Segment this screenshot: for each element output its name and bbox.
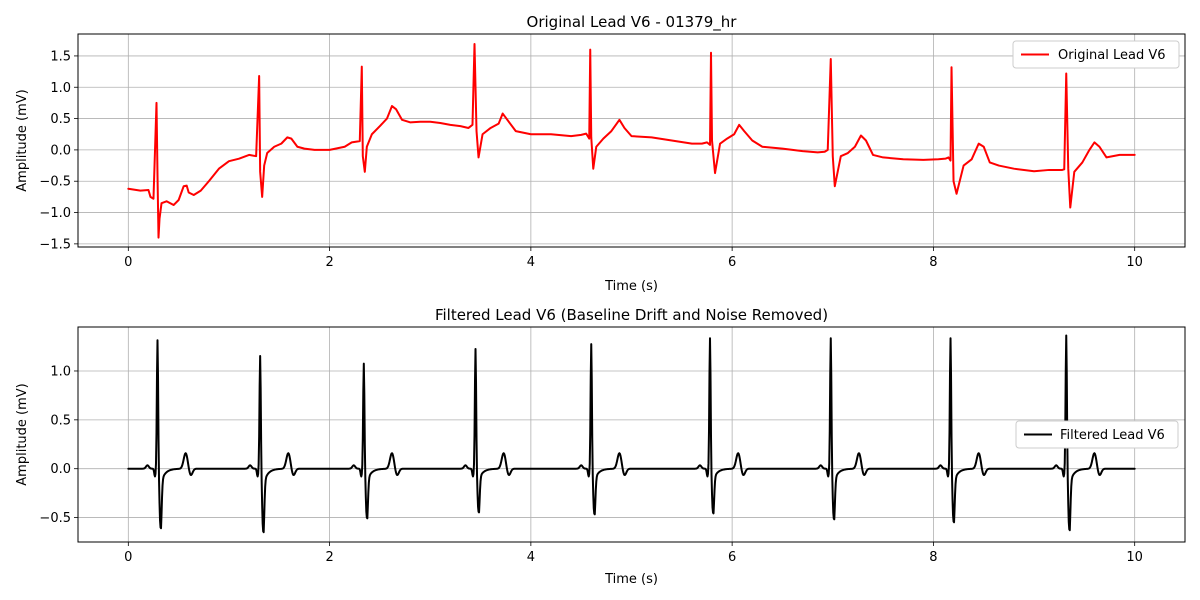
y-tick-label: −1.5 bbox=[39, 237, 71, 252]
original-chart-ticks: 0 2 4 6 8 10 −1.5 −1.0 −0.5 0.0 0.5 1.0 1.5 bbox=[39, 49, 1143, 270]
original-lead-v6-line bbox=[127, 43, 1136, 239]
y-tick-label: 0.5 bbox=[50, 413, 71, 428]
y-tick-label: 1.0 bbox=[50, 81, 71, 96]
x-tick-label: 2 bbox=[325, 255, 333, 270]
filtered-chart-legend: Filtered Lead V6 bbox=[1015, 420, 1179, 449]
y-tick-label: 1.0 bbox=[50, 364, 71, 379]
x-tick-label: 4 bbox=[527, 550, 535, 565]
x-tick-label: 6 bbox=[728, 550, 736, 565]
y-tick-label: 0.0 bbox=[50, 462, 71, 477]
x-tick-label: 4 bbox=[527, 255, 535, 270]
filtered-chart-ylabel: Amplitude (mV) bbox=[15, 383, 30, 485]
original-chart-title: Original Lead V6 - 01379_hr bbox=[527, 13, 738, 32]
legend-label: Original Lead V6 bbox=[1058, 48, 1166, 63]
y-tick-label: 0.0 bbox=[50, 143, 71, 158]
y-tick-label: −0.5 bbox=[39, 175, 71, 190]
filtered-chart-ticks: 0 2 4 6 8 10 −0.5 0.0 0.5 1.0 bbox=[39, 364, 1143, 565]
original-chart-ylabel: Amplitude (mV) bbox=[15, 89, 30, 191]
original-chart-series bbox=[127, 43, 1136, 239]
original-chart-legend: Original Lead V6 bbox=[1012, 40, 1180, 69]
x-tick-label: 10 bbox=[1126, 255, 1143, 270]
y-tick-label: 1.5 bbox=[50, 49, 71, 64]
y-tick-label: −0.5 bbox=[39, 511, 71, 526]
filtered-chart-frame bbox=[77, 326, 1186, 543]
y-tick-label: 0.5 bbox=[50, 112, 71, 127]
y-tick-label: −1.0 bbox=[39, 206, 71, 221]
x-tick-label: 8 bbox=[929, 255, 937, 270]
legend-box bbox=[1015, 420, 1179, 449]
legend-label: Filtered Lead V6 bbox=[1060, 428, 1165, 443]
original-lead-chart: Original Lead V6 - 01379_hr 0 2 4 6 8 10 −1.5 −… bbox=[15, 13, 1186, 294]
original-chart-xlabel: Time (s) bbox=[604, 279, 658, 294]
x-tick-label: 10 bbox=[1126, 550, 1143, 565]
filtered-chart-xlabel: Time (s) bbox=[604, 572, 658, 587]
legend-box bbox=[1012, 40, 1180, 69]
filtered-lead-v6-line bbox=[127, 334, 1136, 534]
x-tick-label: 8 bbox=[929, 550, 937, 565]
filtered-chart-series bbox=[127, 334, 1136, 534]
x-tick-label: 2 bbox=[325, 550, 333, 565]
x-tick-label: 6 bbox=[728, 255, 736, 270]
x-tick-label: 0 bbox=[124, 550, 132, 565]
original-chart-frame bbox=[77, 33, 1186, 248]
filtered-chart-title: Filtered Lead V6 (Baseline Drift and Noi… bbox=[435, 306, 828, 324]
x-tick-label: 0 bbox=[124, 255, 132, 270]
filtered-lead-chart: Filtered Lead V6 (Baseline Drift and Noi… bbox=[15, 306, 1186, 587]
